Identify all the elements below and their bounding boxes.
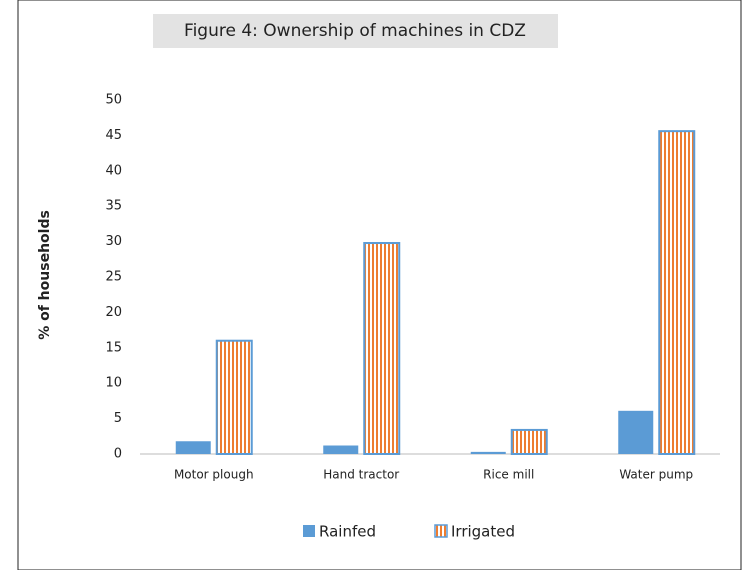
bar	[175, 441, 211, 454]
y-tick-label: 40	[105, 163, 122, 178]
x-tick-label: Rice mill	[483, 468, 534, 482]
y-tick-label: 50	[105, 93, 122, 108]
y-tick-label: 0	[114, 447, 122, 462]
bar	[215, 339, 253, 455]
bar	[323, 445, 359, 454]
x-tick-label: Water pump	[619, 468, 693, 482]
y-tick-label: 45	[105, 128, 122, 143]
y-tick-label: 5	[114, 411, 122, 426]
legend-swatch	[434, 524, 448, 538]
y-tick-label: 25	[105, 270, 122, 285]
y-tick-label: 35	[105, 199, 122, 214]
y-tick-label: 10	[105, 376, 122, 391]
y-tick-label: 15	[105, 340, 122, 355]
y-tick-label: 30	[105, 234, 122, 249]
x-tick-label: Hand tractor	[323, 468, 399, 482]
y-tick-label: 20	[105, 305, 122, 320]
legend-label: Irrigated	[451, 523, 515, 541]
bar	[618, 410, 654, 454]
y-axis-label: % of households	[37, 210, 53, 340]
bar	[363, 242, 401, 455]
title-box	[153, 14, 558, 48]
chart-title: Figure 4: Ownership of machines in CDZ	[184, 21, 526, 41]
legend-swatch	[303, 525, 315, 537]
bar	[510, 428, 548, 456]
legend-label: Rainfed	[319, 523, 376, 541]
bar	[658, 130, 696, 455]
x-tick-label: Motor plough	[174, 468, 254, 482]
bar	[470, 451, 506, 454]
